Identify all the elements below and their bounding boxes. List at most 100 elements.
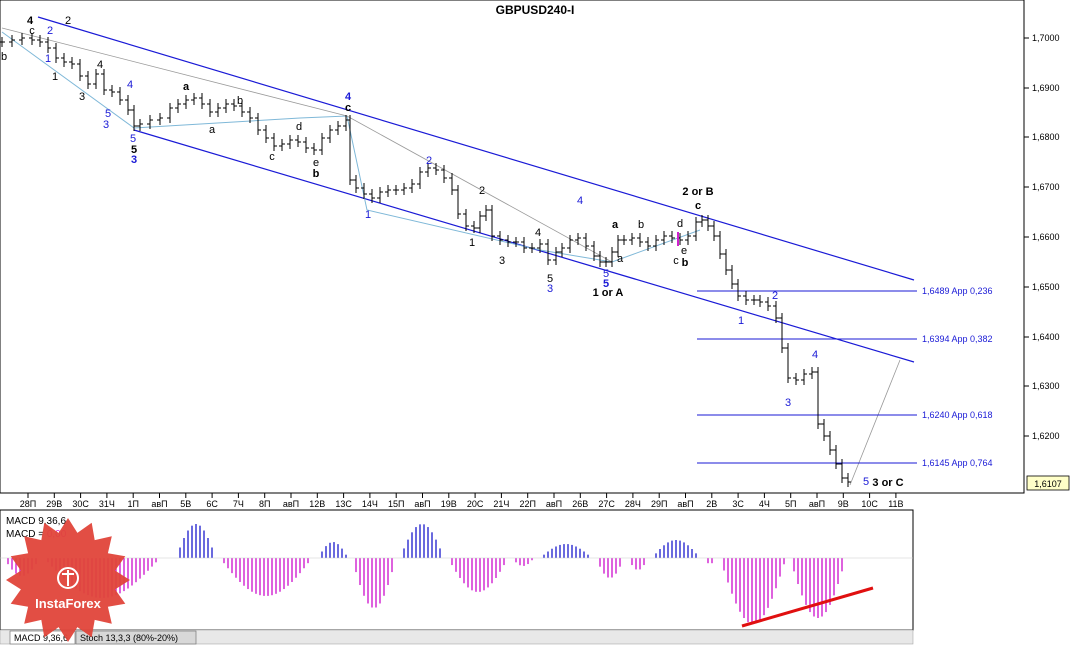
channel-upper-line: [37, 16, 915, 281]
time-tick-label: авП: [677, 499, 693, 509]
time-tick-label: авП: [283, 499, 299, 509]
wave-label: 3: [79, 91, 85, 103]
fib-label-0764: 1,6145 App 0,764: [922, 458, 993, 468]
time-tick-label: 14Ч: [362, 499, 378, 509]
tab-macd[interactable]: MACD 9,36,6: [9, 630, 76, 645]
time-tick-label: 29П: [651, 499, 667, 509]
price-tick-label: 1,7000: [1032, 33, 1060, 43]
wave-label: d: [677, 218, 683, 230]
time-tick-label: 13С: [335, 499, 352, 509]
time-tick-label: 29В: [46, 499, 62, 509]
wave-label: 5: [130, 133, 136, 145]
wave-label: 5: [131, 144, 137, 156]
wave-label: a: [612, 219, 619, 231]
time-tick-label: 1П: [127, 499, 138, 509]
wave-label: b: [237, 95, 243, 107]
wave-label: 4: [345, 91, 352, 103]
time-tick-label: 20С: [467, 499, 484, 509]
fibonacci-levels: 1,6489 App 0,236 1,6394 App 0,382 1,6240…: [697, 286, 993, 468]
price-tick-label: 1,6700: [1032, 182, 1060, 192]
logo-icon: [57, 567, 79, 589]
wave-label: a: [183, 81, 190, 93]
wave-label: 3: [131, 154, 137, 166]
wave-label: e: [681, 245, 687, 257]
wave-label: b: [313, 168, 320, 180]
wave-label: 4: [127, 79, 133, 91]
time-tick-label: авП: [414, 499, 430, 509]
wave-label: a: [209, 124, 216, 136]
projection-line: [849, 359, 901, 486]
wave-label: 1: [469, 237, 475, 249]
wave-label: c: [29, 25, 35, 37]
time-tick-label: 6С: [206, 499, 218, 509]
divergence-line: [741, 586, 874, 628]
wave-label: 2: [479, 185, 485, 197]
macd-title: MACD 9,36,6: [6, 516, 66, 527]
wave-label: c: [695, 200, 701, 212]
tab-stoch-label: Stoch 13,3,3 (80%-20%): [80, 633, 178, 643]
time-tick-label: 2В: [706, 499, 717, 509]
wave-label: 3: [547, 283, 553, 295]
wave-label: 2: [47, 25, 53, 37]
tab-stoch[interactable]: Stoch 13,3,3 (80%-20%): [75, 630, 197, 645]
wave-label: 5: [603, 278, 609, 290]
wave-label: 3 or C: [872, 477, 903, 489]
wave-label: 4: [577, 195, 583, 207]
wave-label: c: [673, 255, 679, 267]
wave-label: 3: [785, 397, 791, 409]
time-tick-label: 26В: [572, 499, 588, 509]
price-tick-label: 1,6400: [1032, 332, 1060, 342]
time-tick-label: 10С: [861, 499, 878, 509]
tab-macd-label: MACD 9,36,6: [14, 633, 68, 643]
wave-label: 2 or B: [682, 186, 713, 198]
wave-label: 5: [603, 268, 609, 280]
wave-label: 5: [863, 476, 869, 488]
price-tick-label: 1,6200: [1032, 431, 1060, 441]
time-tick-label: 19В: [441, 499, 457, 509]
wave-label: 1: [738, 315, 744, 327]
time-tick-label: 28П: [20, 499, 36, 509]
price-tick-label: 1,6300: [1032, 381, 1060, 391]
time-tick-label: 22П: [519, 499, 535, 509]
time-tick-label: 7Ч: [233, 499, 244, 509]
wave-label: 1: [52, 71, 58, 83]
wave-label: 4: [97, 59, 103, 71]
time-tick-label: 11В: [888, 499, 903, 509]
wave-label: b: [1, 51, 7, 63]
time-tick-label: 15П: [388, 499, 404, 509]
wave-label: a: [617, 253, 624, 265]
price-bars: [0, 33, 851, 487]
fib-label-0382: 1,6394 App 0,382: [922, 334, 993, 344]
macd-value-prefix: MACD =: [6, 529, 47, 540]
instaforex-logo: InstaForex: [6, 518, 130, 642]
price-tick-label: 1,6600: [1032, 232, 1060, 242]
wave-label: 4: [27, 15, 34, 27]
time-tick-label: 21Ч: [493, 499, 509, 509]
time-tick-label: 31Ч: [99, 499, 115, 509]
wave-label: d: [296, 121, 302, 133]
time-tick-label: 9В: [838, 499, 849, 509]
indicator-tabs-bar: [0, 629, 914, 645]
current-price-label: 1,6107: [1034, 479, 1062, 489]
time-tick-label: авП: [151, 499, 167, 509]
wave-label: c: [269, 151, 275, 163]
time-tick-label: 3С: [732, 499, 744, 509]
time-tick-label: 30С: [72, 499, 89, 509]
fib-label-0236: 1,6489 App 0,236: [922, 286, 993, 296]
wave-label: 4: [535, 227, 541, 239]
wave-label: c: [345, 102, 351, 114]
main-chart-frame: [0, 0, 1025, 494]
wave-label: 5: [547, 273, 553, 285]
time-tick-label: 8П: [259, 499, 270, 509]
wave-label: 2: [426, 155, 432, 167]
chart-title: GBPUSD240-I: [496, 3, 575, 17]
wave-label: 1: [365, 209, 371, 221]
wave-label: e: [313, 157, 319, 169]
time-tick-label: 4Ч: [759, 499, 770, 509]
time-tick-label: авП: [809, 499, 825, 509]
price-tick-label: 1,6500: [1032, 282, 1060, 292]
time-tick-label: 12В: [309, 499, 325, 509]
